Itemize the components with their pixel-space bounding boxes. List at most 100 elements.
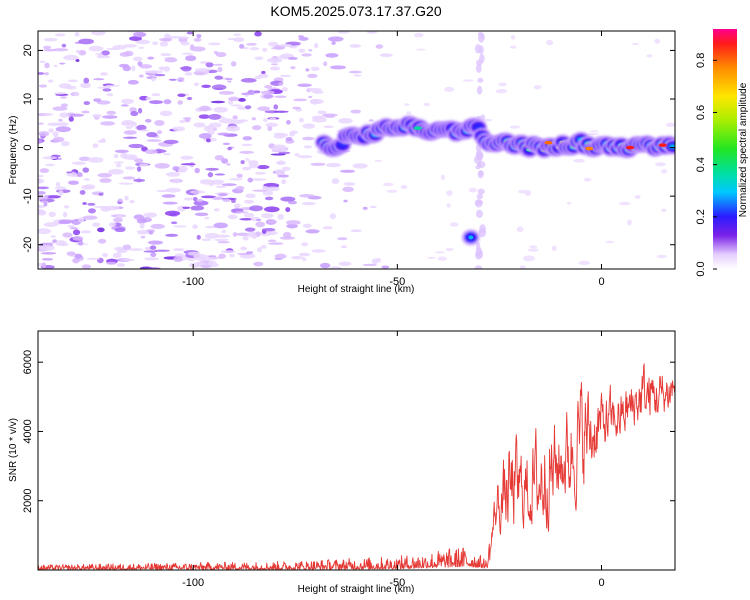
spectrogram-cell bbox=[309, 99, 324, 105]
spectrogram-cell bbox=[227, 80, 232, 83]
spectrogram-cell bbox=[92, 222, 101, 227]
spectrogram-frame bbox=[37, 30, 676, 270]
spectrogram-cell bbox=[270, 63, 278, 66]
spectrogram-cell bbox=[317, 110, 327, 115]
spectrogram-cell bbox=[337, 31, 350, 34]
spectrogram-cell bbox=[177, 100, 183, 105]
spectrogram-cell bbox=[228, 96, 240, 102]
spectrogram-cell bbox=[262, 190, 274, 196]
spectrogram-cell bbox=[149, 100, 164, 105]
spectrogram-cell bbox=[82, 167, 90, 173]
snr-series-line bbox=[38, 363, 675, 570]
spectrogram-cell bbox=[55, 240, 67, 246]
spectrogram-cell bbox=[58, 190, 64, 196]
spectrogram-cell bbox=[267, 242, 284, 245]
spectrogram-cell bbox=[105, 84, 120, 87]
spectrogram-cell bbox=[444, 86, 455, 92]
spectrogram-cell bbox=[38, 72, 45, 75]
spectrogram-cell bbox=[475, 251, 482, 260]
spectrogram-cell bbox=[263, 94, 274, 99]
spectrogram-cell bbox=[477, 33, 485, 43]
colorbar-label: Normalized spectral amplitude bbox=[738, 82, 749, 217]
spectrogram-cell bbox=[313, 42, 319, 49]
spectrogram-cell bbox=[240, 78, 257, 83]
spectrogram-cell bbox=[88, 208, 96, 214]
spectrogram-cell bbox=[329, 213, 336, 220]
spectrogram-cell bbox=[87, 157, 104, 163]
spectrogram-cell bbox=[185, 55, 197, 62]
spectrogram-cell bbox=[134, 158, 144, 163]
spectrogram-cell bbox=[305, 68, 310, 72]
spectrogram-cell bbox=[199, 105, 211, 112]
spectrogram-cell bbox=[240, 160, 245, 165]
spectrogram-cell bbox=[125, 125, 133, 129]
spectrogram-cell bbox=[162, 201, 178, 205]
spectrogram-cell bbox=[141, 146, 148, 152]
spectrogram-cell bbox=[80, 230, 92, 234]
spectrogram-cell bbox=[146, 132, 158, 138]
spectrogram-cell bbox=[222, 142, 231, 146]
spectrogram-cell bbox=[204, 216, 210, 220]
spectrogram-cell bbox=[251, 233, 258, 239]
spectrogram-cell bbox=[208, 113, 222, 120]
spectrogram-cell bbox=[75, 59, 80, 62]
spectrogram-cell bbox=[437, 256, 448, 261]
spectrogram-cell bbox=[42, 48, 57, 52]
spectrogram-cell bbox=[509, 125, 520, 129]
spectrogram-cell bbox=[39, 60, 46, 64]
spectrogram-cell bbox=[151, 93, 161, 97]
spectrogram-cell bbox=[159, 110, 173, 117]
spectrogram-cell bbox=[39, 168, 50, 174]
spectrogram-cell bbox=[519, 265, 526, 269]
y-tick-label: 6000 bbox=[22, 350, 34, 374]
spectrogram-cell bbox=[127, 79, 139, 85]
spectrogram-cell bbox=[277, 214, 284, 220]
spectrogram-cell bbox=[97, 52, 103, 59]
spectrogram-cell bbox=[91, 31, 106, 36]
spectrogram-cell bbox=[279, 236, 295, 240]
spectrogram-cell bbox=[160, 53, 172, 57]
spectrogram-cell bbox=[172, 178, 181, 184]
spectrogram-cell bbox=[108, 168, 124, 175]
spectrogram-cell bbox=[193, 70, 207, 76]
spectrogram-cell bbox=[207, 260, 217, 264]
spectrogram-cell bbox=[208, 183, 214, 187]
spectrogram-cell bbox=[646, 54, 653, 58]
spectrogram-cell bbox=[122, 65, 132, 72]
spectrogram-cell bbox=[193, 37, 202, 42]
spectrogram-cell bbox=[164, 210, 181, 217]
spectrogram-cell bbox=[241, 92, 250, 96]
spectrogram-cell bbox=[274, 95, 287, 99]
spectrogram-cell bbox=[72, 257, 80, 264]
spectrogram-cell bbox=[67, 224, 75, 228]
spectrogram-cell bbox=[112, 252, 122, 259]
spectrogram-cell bbox=[147, 56, 155, 60]
spectrogram-cell bbox=[477, 77, 484, 83]
spectrogram-cell bbox=[301, 53, 312, 57]
spectrogram-cell bbox=[52, 136, 65, 143]
spectrogram-cell bbox=[278, 82, 284, 86]
spectrogram-cell bbox=[348, 70, 363, 74]
spectrogram-cell bbox=[154, 120, 165, 126]
spectrogram-cell bbox=[99, 178, 112, 183]
spectrogram-cell bbox=[159, 41, 169, 47]
spectrogram-cell bbox=[551, 245, 557, 251]
spectrogram-cell bbox=[136, 218, 147, 224]
spectrogram-cell bbox=[208, 122, 222, 128]
spectrogram-cell bbox=[298, 252, 311, 257]
spectrogram-cell bbox=[198, 132, 212, 139]
spectrogram-cell bbox=[311, 249, 326, 253]
spectrogram-cell bbox=[276, 160, 286, 166]
spectrogram-cell bbox=[143, 212, 158, 218]
spectrogram-cell bbox=[227, 214, 238, 220]
spectrogram-cell bbox=[271, 146, 286, 152]
spectrogram-cell bbox=[116, 263, 126, 267]
spectrogram-cell bbox=[172, 248, 185, 251]
spectrogram-cell bbox=[605, 240, 614, 244]
spectrogram-cell bbox=[44, 62, 50, 69]
snr-frame bbox=[37, 330, 676, 571]
snr-panel: -100 -50 0 2000 4000 6000 Height of straight… bbox=[8, 330, 676, 595]
spectrogram-cell bbox=[170, 221, 178, 225]
spectrogram-cell bbox=[72, 229, 81, 236]
spectrogram-cell bbox=[227, 38, 236, 41]
